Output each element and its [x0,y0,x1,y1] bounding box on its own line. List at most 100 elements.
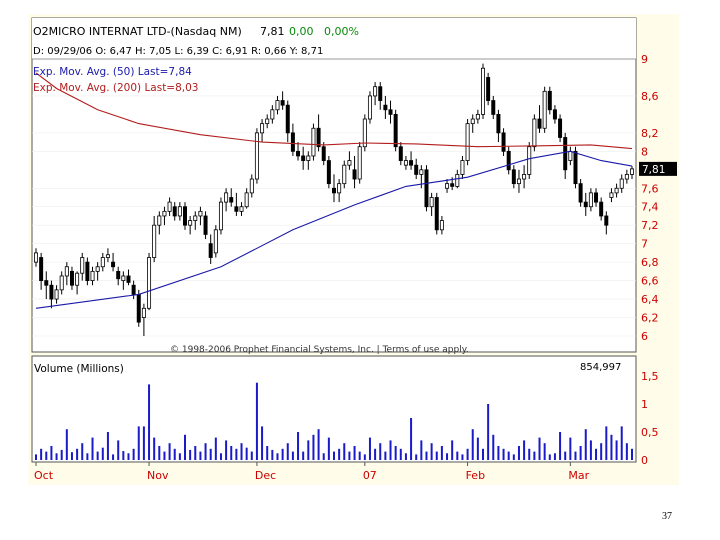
volume-bar [286,443,289,460]
candle-body [306,155,311,161]
volume-bar [553,453,556,460]
candle-body [547,90,552,111]
volume-bar [620,426,623,460]
volume-bar [81,443,84,460]
candle-body [532,118,537,148]
last-price: 7,81 [260,25,285,38]
time-tick-label: Nov [147,469,169,482]
volume-bar [584,429,587,460]
candle-body [450,183,455,187]
time-tick-label: Oct [34,469,54,482]
volume-bar [595,448,598,460]
price-tick-label: 8,2 [641,127,659,140]
volume-bar [589,440,592,460]
volume-bar [615,440,618,460]
slide-number: 37 [662,511,672,522]
candle-body [100,257,105,268]
candle-body [44,280,49,286]
candle-body [162,210,167,217]
candle-body [116,270,121,280]
volume-bar [533,451,536,460]
candle-body [218,201,223,231]
volume-bar [76,448,79,460]
volume-bar [178,453,181,460]
volume-bar [420,440,423,460]
candle-body [573,150,578,185]
volume-bar [333,451,335,460]
candle-body [475,114,480,120]
volume-bar [507,451,510,460]
candle-body [249,178,254,194]
volume-bar [523,440,526,460]
volume-bar [65,429,68,460]
volume-bar [348,451,351,460]
volume-bar [55,453,58,460]
volume-bar [374,448,377,460]
time-tick-label: Feb [466,469,485,482]
price-tick-label: 6,4 [641,293,659,306]
volume-bar [528,448,531,460]
volume-bar [266,446,269,460]
candle-body [516,178,521,185]
volume-bar [517,446,520,460]
volume-bar [461,454,464,460]
candle-body [311,127,316,157]
candle-body [470,118,475,125]
price-tick-label: 6,2 [641,312,659,325]
candle-body [39,257,44,281]
volume-bar [307,440,310,460]
volume-bar [261,426,264,460]
candle-body [275,100,280,111]
candle-body [234,206,239,212]
volume-tick-label: 1,5 [641,370,659,383]
candle-body [301,155,306,161]
time-axis: Oct Nov Dec 07 Feb Mar [34,462,590,482]
candle-body [111,261,116,268]
volume-bar [276,453,279,460]
candle-body [332,187,336,194]
volume-bar [466,448,469,460]
volume-bar [564,451,567,460]
time-tick-label: Mar [568,469,589,482]
candle-body [203,215,208,235]
candle-body [604,215,609,226]
candle-body [208,243,213,258]
candle-body [373,86,378,97]
candle-body [522,174,527,180]
volume-bar [168,443,171,460]
candle-body [296,150,301,157]
candle-body [337,183,342,194]
volume-bar [415,454,418,460]
volume-bar [132,448,135,460]
legend-ema50: Exp. Mov. Avg. (50) Last=7,84 [33,66,192,78]
volume-bar [240,443,243,460]
volume-bar [389,440,392,460]
volume-bar [250,451,253,460]
chart-frame: O2MICRO INTERNAT LTD-(Nasdaq NM) 7,81 0,… [28,14,679,485]
candle-body [80,257,85,274]
candle-body [54,289,59,300]
candle-body [105,254,110,258]
last-price-axis-label: 7,81 [642,164,665,176]
ohlc-readout: D: 09/29/06 O: 6,47 H: 7,05 L: 6,39 C: 6… [33,46,323,57]
candle-body [131,284,136,295]
candle-body [378,86,383,101]
candle-body [59,275,64,291]
volume-bar [209,448,212,460]
volume-bar [70,452,73,460]
volume-axis: 1,5 1 0,5 0 [641,370,659,467]
volume-bar [492,434,495,460]
candle-body [537,118,542,129]
volume-bar [368,437,371,460]
candle-body [152,224,157,258]
candle-body [193,215,198,221]
volume-bar [446,453,449,460]
volume-bar [631,448,633,460]
candle-body [244,192,249,208]
volume-bar [50,446,53,460]
candle-body [352,169,357,180]
candle-body [254,132,259,180]
candle-body [183,206,187,226]
candle-body [619,178,624,189]
volume-bar [302,451,305,460]
